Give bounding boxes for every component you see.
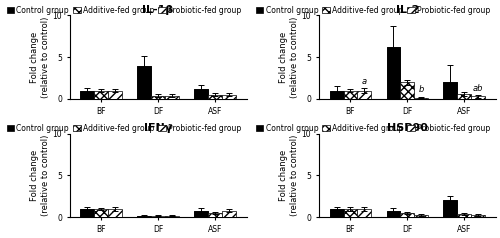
- Bar: [400, 82, 414, 99]
- Bar: [137, 66, 151, 99]
- Y-axis label: Fold change
(relative to control): Fold change (relative to control): [280, 135, 299, 216]
- Bar: [386, 47, 400, 99]
- Title: IFNγ: IFNγ: [144, 123, 172, 133]
- Bar: [330, 209, 344, 217]
- Bar: [386, 210, 400, 217]
- Bar: [344, 209, 357, 217]
- Bar: [330, 90, 344, 99]
- Bar: [194, 210, 208, 217]
- Bar: [222, 95, 236, 99]
- Title: HSP90: HSP90: [387, 123, 428, 133]
- Bar: [94, 209, 108, 217]
- Bar: [358, 90, 372, 99]
- Y-axis label: Fold change
(relative to control): Fold change (relative to control): [30, 16, 50, 98]
- Bar: [80, 209, 94, 217]
- Bar: [94, 90, 108, 99]
- Bar: [194, 89, 208, 99]
- Bar: [165, 216, 179, 217]
- Bar: [194, 89, 208, 99]
- Legend: Control group, Additive-fed group, Probiotic-fed group: Control group, Additive-fed group, Probi…: [254, 122, 492, 134]
- Bar: [108, 90, 122, 99]
- Bar: [414, 215, 428, 217]
- Y-axis label: Fold change
(relative to control): Fold change (relative to control): [280, 16, 299, 98]
- Bar: [444, 82, 458, 99]
- Bar: [386, 210, 400, 217]
- Legend: Control group, Additive-fed group, Probiotic-fed group: Control group, Additive-fed group, Probi…: [5, 4, 242, 16]
- Bar: [386, 47, 400, 99]
- Bar: [137, 216, 151, 217]
- Bar: [80, 90, 94, 99]
- Bar: [344, 90, 357, 99]
- Text: b: b: [418, 85, 424, 94]
- Bar: [358, 209, 372, 217]
- Bar: [444, 200, 458, 217]
- Bar: [80, 90, 94, 99]
- Bar: [330, 90, 344, 99]
- Legend: Control group, Additive-fed group, Probiotic-fed group: Control group, Additive-fed group, Probi…: [5, 122, 242, 134]
- Bar: [471, 215, 485, 217]
- Bar: [194, 210, 208, 217]
- Text: a: a: [362, 77, 367, 85]
- Bar: [330, 209, 344, 217]
- Text: ab: ab: [473, 84, 484, 93]
- Bar: [458, 214, 471, 217]
- Bar: [444, 200, 458, 217]
- Title: IL-2: IL-2: [396, 5, 419, 15]
- Bar: [208, 213, 222, 217]
- Bar: [414, 98, 428, 99]
- Bar: [137, 66, 151, 99]
- Bar: [137, 216, 151, 217]
- Bar: [151, 216, 165, 217]
- Bar: [444, 82, 458, 99]
- Bar: [80, 209, 94, 217]
- Bar: [458, 94, 471, 99]
- Bar: [400, 213, 414, 217]
- Y-axis label: Fold change
(relative to control): Fold change (relative to control): [30, 135, 50, 216]
- Title: IL-1β: IL-1β: [142, 5, 174, 15]
- Bar: [208, 95, 222, 99]
- Bar: [222, 210, 236, 217]
- Bar: [165, 95, 179, 99]
- Bar: [471, 96, 485, 99]
- Bar: [108, 209, 122, 217]
- Bar: [151, 95, 165, 99]
- Legend: Control group, Additive-fed group, Probiotic-fed group: Control group, Additive-fed group, Probi…: [254, 4, 492, 16]
